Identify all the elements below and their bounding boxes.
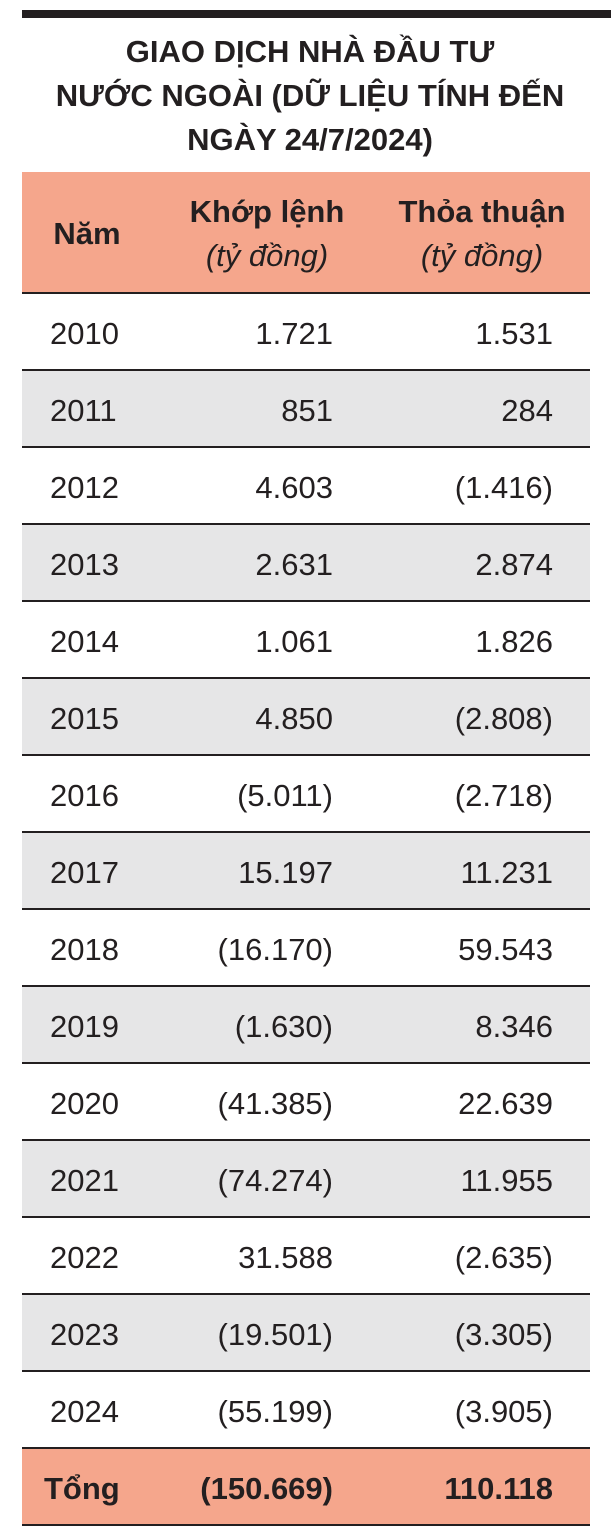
table-row: 2017 15.197 11.231 bbox=[22, 833, 590, 910]
table-row: 2022 31.588 (2.635) bbox=[22, 1218, 590, 1295]
header-unit: (tỷ đồng) bbox=[420, 238, 544, 273]
value-cell: (41.385) bbox=[217, 1086, 333, 1121]
year-cell: 2018 bbox=[50, 932, 119, 967]
total-row: Tổng (150.669) 110.118 bbox=[22, 1449, 590, 1526]
year-cell: 2024 bbox=[50, 1394, 119, 1429]
table-row: 2020 (41.385) 22.639 bbox=[22, 1064, 590, 1141]
value-cell: 4.850 bbox=[255, 701, 333, 736]
year-cell: 2011 bbox=[50, 393, 117, 428]
value-cell: 1.721 bbox=[255, 316, 333, 351]
table-row: 2019 (1.630) 8.346 bbox=[22, 987, 590, 1064]
value-cell: (2.635) bbox=[454, 1240, 553, 1275]
value-cell: (150.669) bbox=[200, 1471, 333, 1506]
value-cell: 22.639 bbox=[458, 1086, 553, 1121]
title-line: GIAO DỊCH NHÀ ĐẦU TƯ bbox=[125, 34, 495, 69]
title-line: NGÀY 24/7/2024) bbox=[187, 122, 433, 157]
table-row: 2018 (16.170) 59.543 bbox=[22, 910, 590, 987]
title-line: NƯỚC NGOÀI (DỮ LIỆU TÍNH ĐẾN bbox=[55, 78, 565, 113]
value-cell: (1.630) bbox=[234, 1009, 333, 1044]
value-cell: 110.118 bbox=[444, 1471, 553, 1506]
year-cell: 2010 bbox=[50, 316, 119, 351]
header-cell: Khớp lệnh (tỷ đồng) bbox=[162, 190, 372, 278]
value-cell: (2.808) bbox=[454, 701, 553, 736]
table-row: 2023 (19.501) (3.305) bbox=[22, 1295, 590, 1372]
value-cell: 2.874 bbox=[475, 547, 553, 582]
value-cell: 284 bbox=[501, 393, 553, 428]
year-cell: 2021 bbox=[50, 1163, 119, 1198]
value-cell: 851 bbox=[281, 393, 333, 428]
value-cell: 59.543 bbox=[458, 932, 553, 967]
value-cell: 1.061 bbox=[255, 624, 333, 659]
year-cell: Tổng bbox=[44, 1471, 120, 1506]
value-cell: (55.199) bbox=[217, 1394, 333, 1429]
value-cell: (1.416) bbox=[454, 470, 553, 505]
value-cell: 31.588 bbox=[238, 1240, 333, 1275]
value-cell: 8.346 bbox=[475, 1009, 553, 1044]
table-row: 2012 4.603 (1.416) bbox=[22, 448, 590, 525]
year-cell: 2016 bbox=[50, 778, 119, 813]
year-cell: 2014 bbox=[50, 624, 119, 659]
value-cell: 2.631 bbox=[255, 547, 333, 582]
year-cell: 2017 bbox=[50, 855, 119, 890]
header-unit: (tỷ đồng) bbox=[205, 238, 329, 273]
value-cell: (2.718) bbox=[454, 778, 553, 813]
year-cell: 2022 bbox=[50, 1240, 119, 1275]
table-row: 2011 851 284 bbox=[22, 371, 590, 448]
table-row: 2016 (5.011) (2.718) bbox=[22, 756, 590, 833]
value-cell: (74.274) bbox=[217, 1163, 333, 1198]
year-cell: 2015 bbox=[50, 701, 119, 736]
table-row: 2024 (55.199) (3.905) bbox=[22, 1372, 590, 1449]
table-row: 2014 1.061 1.826 bbox=[22, 602, 590, 679]
value-cell: 11.231 bbox=[460, 855, 553, 890]
header-title: Năm bbox=[53, 216, 121, 251]
value-cell: (5.011) bbox=[237, 778, 333, 813]
header-title: Thỏa thuận bbox=[398, 194, 566, 229]
value-cell: (16.170) bbox=[217, 932, 333, 967]
header-cell: Thỏa thuận (tỷ đồng) bbox=[372, 190, 592, 278]
table-row: 2015 4.850 (2.808) bbox=[22, 679, 590, 756]
header-cell: Năm bbox=[22, 212, 152, 256]
year-cell: 2020 bbox=[50, 1086, 119, 1121]
year-cell: 2023 bbox=[50, 1317, 119, 1352]
table-header: Năm Khớp lệnh (tỷ đồng) Thỏa thuận (tỷ đồng) bbox=[22, 172, 590, 294]
table-row: 2021 (74.274) 11.955 bbox=[22, 1141, 590, 1218]
value-cell: 15.197 bbox=[238, 855, 333, 890]
value-cell: (3.905) bbox=[454, 1394, 553, 1429]
value-cell: (19.501) bbox=[217, 1317, 333, 1352]
value-cell: 1.531 bbox=[475, 316, 553, 351]
value-cell: (3.305) bbox=[454, 1317, 553, 1352]
table-row: 2013 2.631 2.874 bbox=[22, 525, 590, 602]
year-cell: 2013 bbox=[50, 547, 119, 582]
value-cell: 1.826 bbox=[475, 624, 553, 659]
year-cell: 2019 bbox=[50, 1009, 119, 1044]
top-rule bbox=[22, 10, 611, 18]
header-title: Khớp lệnh bbox=[189, 194, 345, 229]
table-row: 2010 1.721 1.531 bbox=[22, 294, 590, 371]
value-cell: 11.955 bbox=[460, 1163, 553, 1198]
value-cell: 4.603 bbox=[255, 470, 333, 505]
year-cell: 2012 bbox=[50, 470, 119, 505]
